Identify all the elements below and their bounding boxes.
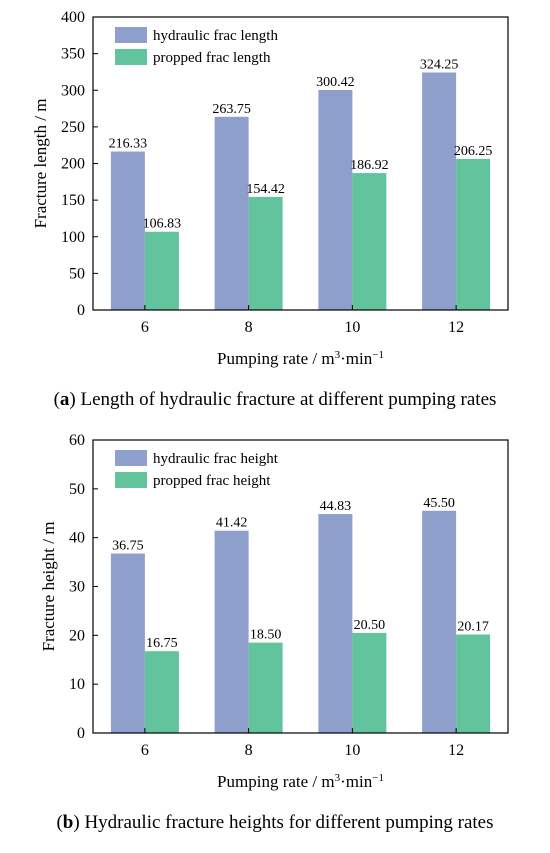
chart-panel-a: 216.33 106.83 6 263.75 154.42 8 300.42 186.92 10… — [0, 0, 550, 420]
value-label-propped-frac-height-10: 20.50 — [354, 618, 386, 633]
caption-b-text: Hydraulic fracture heights for different… — [79, 812, 494, 833]
x-tick-label-6: 6 — [141, 319, 149, 336]
bar-hydraulic-frac-length-6 — [110, 151, 145, 310]
bar-hydraulic-frac-length-10 — [318, 89, 353, 310]
plot-frame — [92, 439, 509, 734]
x-tick-label-8: 8 — [245, 319, 253, 336]
value-label-propped-frac-height-12: 20.17 — [457, 620, 489, 635]
chart-a: 216.33 106.83 6 263.75 154.42 8 300.42 186.92 10… — [31, 9, 509, 368]
y-tick-label-0: 0 — [77, 725, 85, 742]
y-tick-label-350: 350 — [61, 46, 85, 63]
y-axis-label: Fracture length / m — [31, 99, 50, 229]
chart-b: 36.75 16.75 6 41.42 18.50 8 44.83 20.50 10 45.50 2… — [39, 432, 509, 791]
value-label-hydraulic-frac-height-12: 45.50 — [423, 496, 455, 511]
bar-propped-frac-length-6 — [144, 231, 179, 310]
y-tick-label-250: 250 — [61, 119, 85, 136]
y-axis-label: Fracture height / m — [39, 522, 58, 652]
x-tick-label-6: 6 — [141, 742, 149, 759]
y-tick-label-20: 20 — [69, 627, 85, 644]
bar-propped-frac-height-6 — [144, 651, 179, 733]
bar-hydraulic-frac-height-8 — [214, 530, 249, 733]
bar-propped-frac-length-12 — [456, 158, 491, 310]
legend-label-0: hydraulic frac height — [153, 451, 279, 467]
bar-hydraulic-frac-height-12 — [422, 510, 457, 733]
value-label-hydraulic-frac-height-8: 41.42 — [216, 516, 248, 531]
y-tick-label-200: 200 — [61, 156, 85, 173]
y-tick-label-30: 30 — [69, 579, 85, 596]
value-label-hydraulic-frac-height-6: 36.75 — [112, 539, 144, 554]
value-label-hydraulic-frac-height-10: 44.83 — [320, 499, 352, 514]
bar-propped-frac-height-10 — [352, 632, 387, 733]
bar-propped-frac-height-12 — [456, 634, 491, 733]
caption-a-text: Length of hydraulic fracture at differen… — [75, 389, 497, 410]
bar-propped-frac-length-8 — [248, 196, 283, 310]
x-tick-label-12: 12 — [448, 319, 464, 336]
y-tick-label-150: 150 — [61, 192, 85, 209]
chart-panel-b: 36.75 16.75 6 41.42 18.50 8 44.83 20.50 10 45.50 2… — [0, 427, 550, 853]
value-label-propped-frac-length-6: 106.83 — [143, 217, 182, 232]
bar-hydraulic-frac-height-6 — [110, 553, 145, 733]
bar-hydraulic-frac-length-12 — [422, 72, 457, 310]
y-tick-label-300: 300 — [61, 82, 85, 99]
x-tick-label-10: 10 — [344, 319, 360, 336]
value-label-hydraulic-frac-length-10: 300.42 — [316, 75, 355, 90]
value-label-propped-frac-length-12: 206.25 — [454, 144, 493, 159]
y-tick-label-0: 0 — [77, 302, 85, 319]
bar-hydraulic-frac-height-10 — [318, 514, 353, 733]
y-tick-label-10: 10 — [69, 676, 85, 693]
x-tick-label-8: 8 — [245, 742, 253, 759]
bar-hydraulic-frac-length-8 — [214, 116, 249, 310]
y-tick-label-50: 50 — [69, 265, 85, 282]
y-tick-label-100: 100 — [61, 229, 85, 246]
x-axis-label: Pumping rate / m3·min−1 — [217, 772, 384, 791]
y-tick-label-60: 60 — [69, 432, 85, 449]
x-tick-label-10: 10 — [344, 742, 360, 759]
legend-label-1: propped frac length — [153, 50, 271, 66]
value-label-propped-frac-length-8: 154.42 — [246, 182, 285, 197]
bar-propped-frac-length-10 — [352, 173, 387, 310]
legend-label-1: propped frac height — [153, 473, 271, 489]
value-label-propped-frac-height-6: 16.75 — [146, 636, 178, 651]
legend-swatch-1 — [115, 472, 147, 488]
y-tick-label-50: 50 — [69, 481, 85, 498]
x-axis-label: Pumping rate / m3·min−1 — [217, 349, 384, 368]
legend-label-0: hydraulic frac length — [153, 28, 278, 44]
caption-a-tag: a — [59, 389, 70, 410]
value-label-hydraulic-frac-length-6: 216.33 — [109, 137, 148, 152]
value-label-propped-frac-height-8: 18.50 — [250, 628, 282, 643]
bar-propped-frac-height-8 — [248, 642, 283, 733]
value-label-propped-frac-length-10: 186.92 — [350, 158, 389, 173]
plot-frame — [92, 16, 509, 311]
y-tick-label-400: 400 — [61, 9, 85, 26]
value-label-hydraulic-frac-length-12: 324.25 — [420, 57, 459, 72]
caption-a: (a) Length of hydraulic fracture at diff… — [53, 389, 497, 410]
legend-swatch-0 — [115, 27, 147, 43]
value-label-hydraulic-frac-length-8: 263.75 — [212, 102, 251, 117]
legend-swatch-0 — [115, 450, 147, 466]
caption-b: (b) Hydraulic fracture heights for diffe… — [56, 812, 494, 833]
caption-b-tag: b — [62, 812, 74, 833]
legend-swatch-1 — [115, 49, 147, 65]
y-tick-label-40: 40 — [69, 530, 85, 547]
x-tick-label-12: 12 — [448, 742, 464, 759]
